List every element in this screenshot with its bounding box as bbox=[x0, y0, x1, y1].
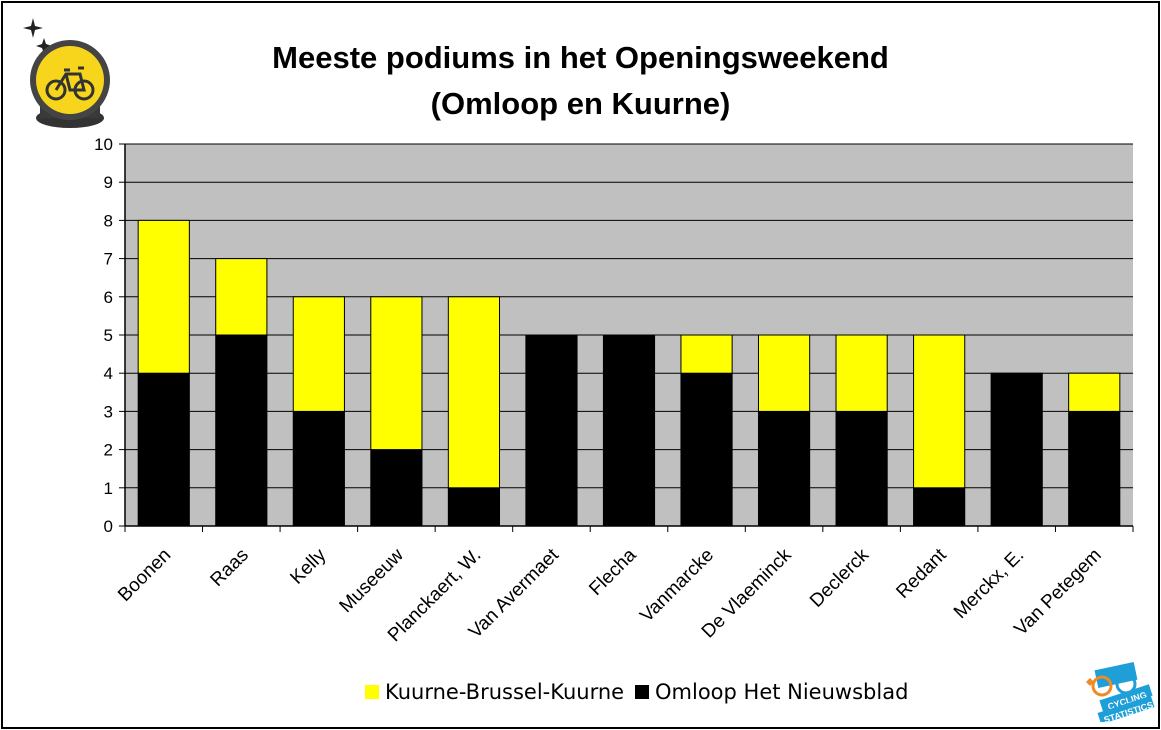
crystal-ball-bicycle-icon bbox=[23, 18, 110, 128]
bar-segment bbox=[447, 487, 501, 527]
y-tick-label: 9 bbox=[104, 173, 113, 192]
bar-segment bbox=[292, 296, 345, 412]
bar-segment bbox=[137, 372, 190, 527]
bar-segment bbox=[602, 334, 656, 527]
bar-segment bbox=[757, 410, 811, 527]
x-tick-label: Boonen bbox=[114, 545, 175, 606]
bar-segment bbox=[913, 334, 966, 489]
bar-segment bbox=[680, 372, 733, 527]
bar-segment bbox=[370, 296, 423, 451]
x-tick-label: Raas bbox=[207, 545, 253, 591]
bar-segment bbox=[913, 487, 966, 527]
legend-item-omloop: Omloop Het Nieuwsblad bbox=[635, 680, 908, 704]
y-tick-label: 5 bbox=[104, 326, 113, 345]
bar-segment bbox=[370, 449, 423, 527]
legend-swatch-kuurne bbox=[365, 685, 379, 699]
x-tick-label: Museeuw bbox=[336, 544, 409, 617]
legend-label-kuurne: Kuurne-Brussel-Kuurne bbox=[385, 680, 625, 704]
chart-subtitle: (Omloop en Kuurne) bbox=[430, 86, 731, 121]
bar-segment bbox=[835, 410, 888, 527]
bar-segment bbox=[215, 334, 268, 527]
bar-segment bbox=[680, 334, 733, 374]
bar-segment bbox=[1068, 372, 1121, 412]
x-tick-label: Flecha bbox=[585, 544, 640, 599]
bar-segment bbox=[1068, 410, 1121, 527]
y-tick-label: 7 bbox=[104, 250, 113, 269]
bar-segment bbox=[525, 334, 578, 527]
y-tick-label: 4 bbox=[104, 364, 113, 383]
bar-segment bbox=[137, 219, 190, 374]
bar-segment bbox=[447, 296, 501, 489]
x-tick-label: Kelly bbox=[286, 544, 330, 588]
bar-segment bbox=[990, 372, 1043, 527]
bar-segment bbox=[757, 334, 811, 412]
y-tick-label: 10 bbox=[94, 135, 113, 154]
x-tick-label: Declerck bbox=[806, 544, 873, 611]
y-tick-label: 2 bbox=[104, 441, 113, 460]
x-tick-label: Redant bbox=[893, 544, 952, 603]
legend-item-kuurne: Kuurne-Brussel-Kuurne bbox=[365, 680, 624, 704]
x-tick-label: Vanmarcke bbox=[636, 545, 718, 627]
y-tick-label: 1 bbox=[104, 479, 113, 498]
bar-segment bbox=[292, 410, 345, 527]
y-tick-label: 0 bbox=[104, 517, 113, 536]
y-tick-label: 3 bbox=[104, 402, 113, 421]
legend: Kuurne-Brussel-Kuurne Omloop Het Nieuwsb… bbox=[0, 680, 1161, 708]
bar-segment bbox=[215, 258, 268, 336]
legend-swatch-omloop bbox=[635, 685, 649, 699]
cycling-statistics-logo: CYCLING STATISTICS bbox=[1086, 662, 1155, 722]
x-tick-label: Merckx, E. bbox=[950, 545, 1028, 623]
y-tick-label: 6 bbox=[104, 288, 113, 307]
y-tick-label: 8 bbox=[104, 211, 113, 230]
bar-segment bbox=[835, 334, 888, 412]
legend-label-omloop: Omloop Het Nieuwsblad bbox=[655, 680, 909, 704]
chart-title: Meeste podiums in het Openingsweekend bbox=[272, 40, 889, 75]
